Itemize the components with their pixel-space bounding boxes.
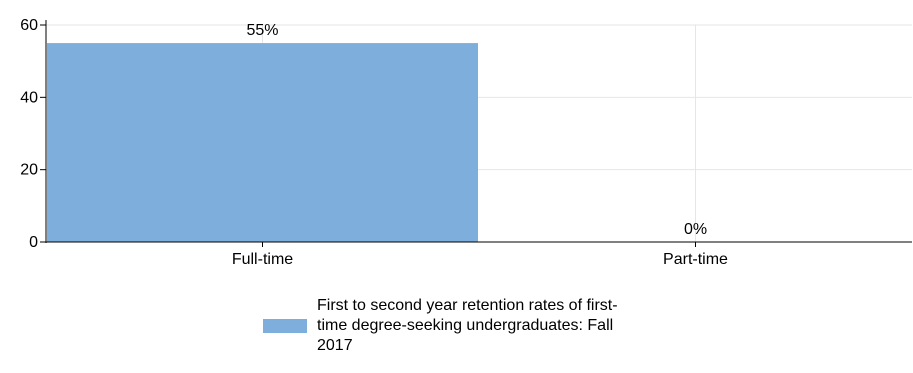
y-tick-label: 40 xyxy=(20,89,38,106)
y-tick-label: 60 xyxy=(20,17,38,34)
data-label: 0% xyxy=(684,221,707,238)
legend-label: First to second year retention rates of … xyxy=(317,297,618,354)
bar-full-time xyxy=(47,43,478,243)
bar-chart: 55% 0% 0 20 40 60 Full-time Part-time xyxy=(20,17,912,268)
x-tick-label: Full-time xyxy=(232,251,293,268)
y-tick-label: 20 xyxy=(20,162,38,179)
legend-swatch xyxy=(263,319,307,333)
y-tick-label: 0 xyxy=(29,234,38,251)
data-label: 55% xyxy=(246,22,278,39)
chart-legend: First to second year retention rates of … xyxy=(263,296,647,356)
x-tick-label: Part-time xyxy=(663,251,728,268)
